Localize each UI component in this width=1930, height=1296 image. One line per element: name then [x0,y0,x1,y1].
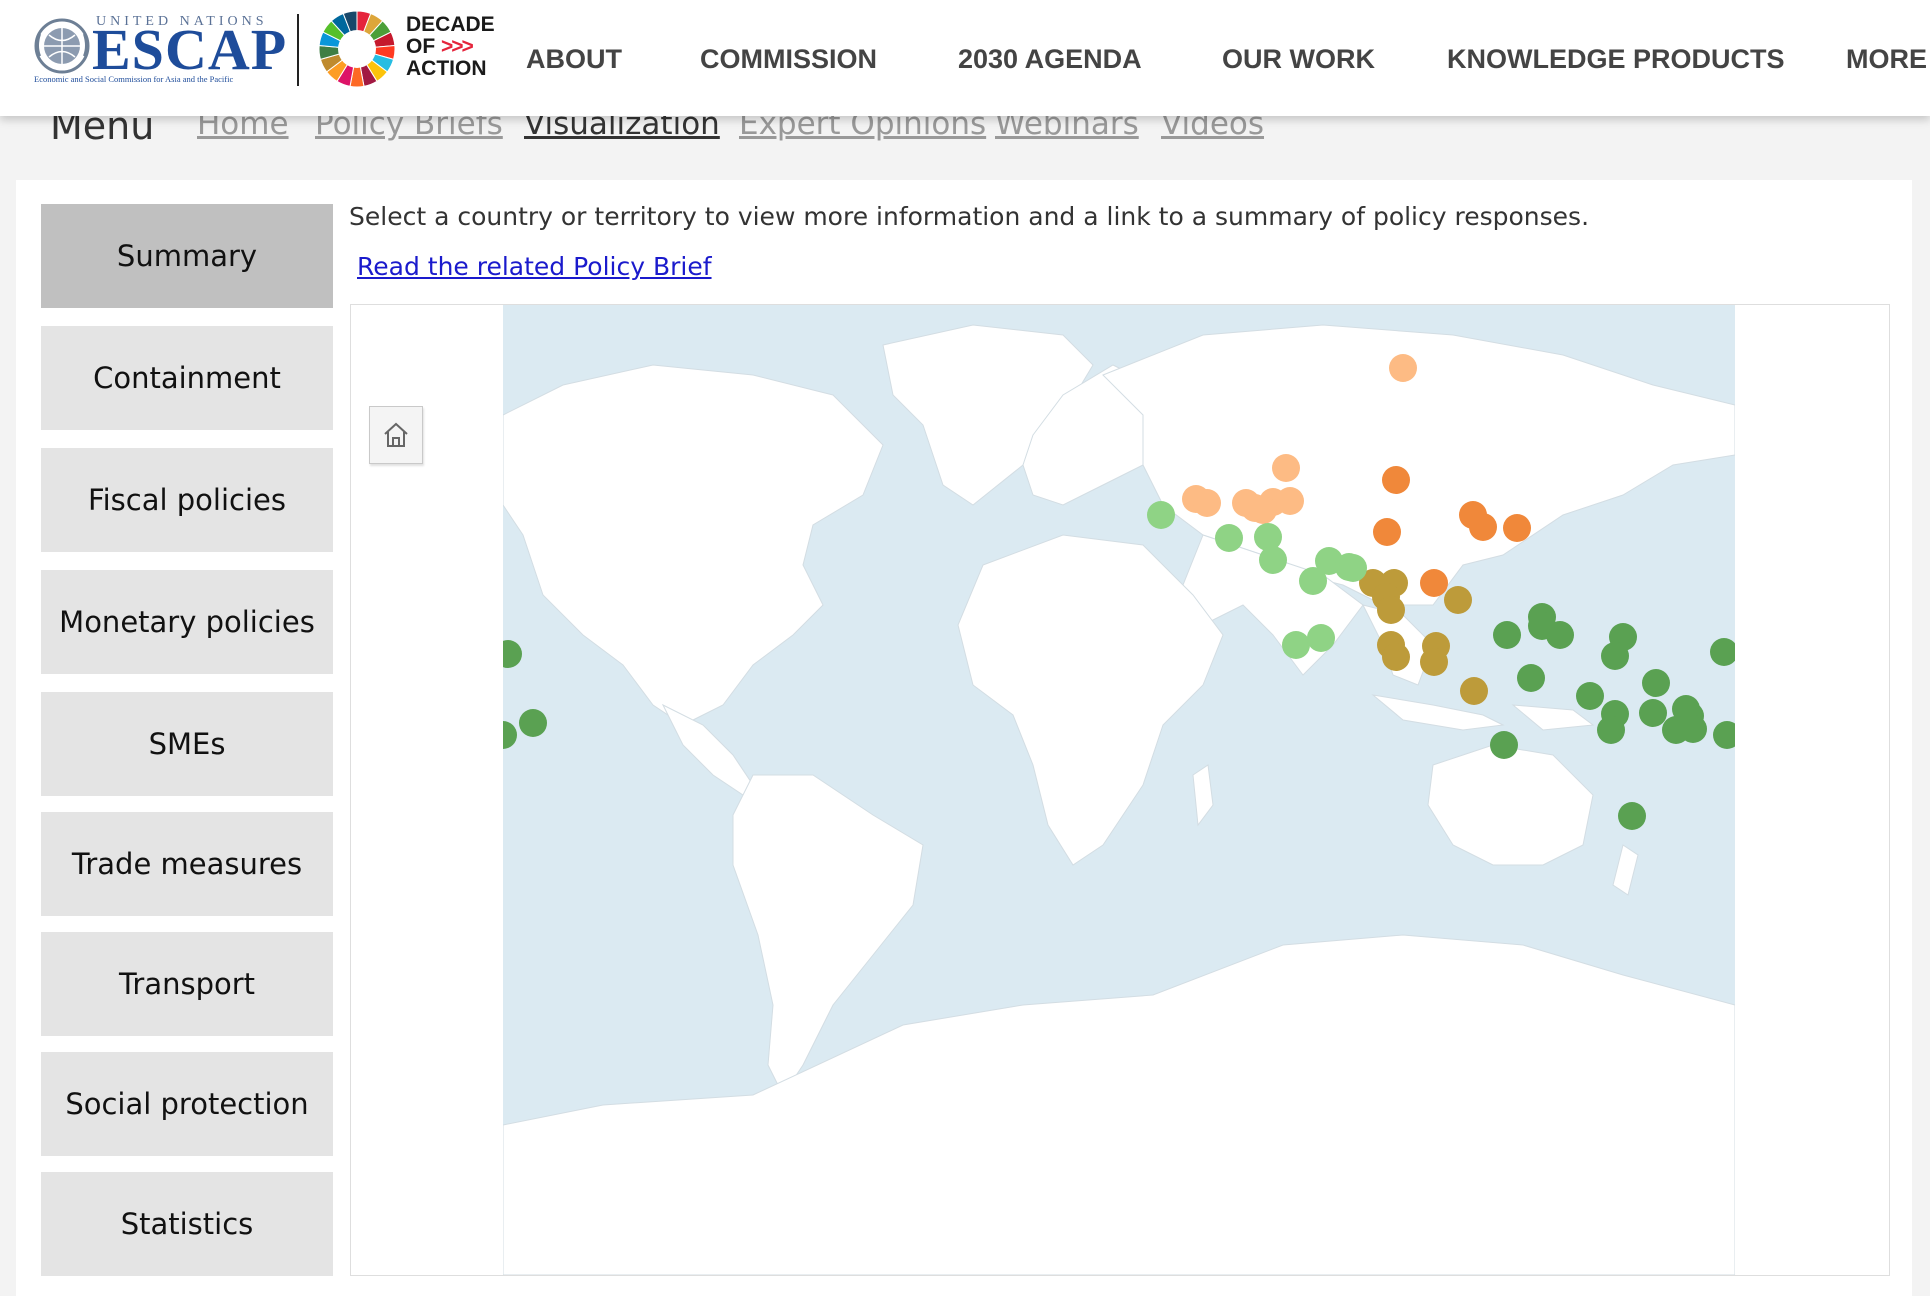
logo-divider [297,14,299,86]
country-marker-north-central-asia[interactable] [1276,487,1304,515]
decade-line-1: DECADE [406,13,495,36]
country-marker-east-northeast-asia[interactable] [1469,513,1497,541]
decade-chevrons: >>> [441,35,474,58]
nav-2030-agenda[interactable]: 2030 AGENDA [958,44,1142,74]
country-marker-pacific[interactable] [1639,699,1667,727]
policy-brief-link[interactable]: Read the related Policy Brief [357,252,712,281]
country-marker-southeast-asia[interactable] [1420,648,1448,676]
sidebar-item-containment[interactable]: Containment [41,326,333,430]
nav-knowledge-products[interactable]: KNOWLEDGE PRODUCTS [1447,44,1785,74]
org-top-label: UNITED NATIONS [96,14,268,29]
country-marker-pacific[interactable] [519,709,547,737]
sidebar-item-smes[interactable]: SMEs [41,692,333,796]
sidebar-item-summary[interactable]: Summary [41,204,333,308]
country-marker-east-northeast-asia[interactable] [1503,514,1531,542]
sidebar-item-social-protection[interactable]: Social protection [41,1052,333,1156]
country-marker-pacific[interactable] [1493,621,1521,649]
country-marker-pacific[interactable] [1710,638,1735,666]
landmass-madagascar [1192,764,1214,827]
country-marker-south-southwest-asia[interactable] [1215,524,1243,552]
country-marker-pacific[interactable] [1642,669,1670,697]
country-marker-south-southwest-asia[interactable] [1282,631,1310,659]
country-marker-east-northeast-asia[interactable] [1420,569,1448,597]
country-marker-pacific[interactable] [1601,642,1629,670]
sidebar-item-monetary-policies[interactable]: Monetary policies [41,570,333,674]
map-instruction-text: Select a country or territory to view mo… [349,202,1590,231]
country-marker-south-southwest-asia[interactable] [1299,567,1327,595]
country-marker-pacific[interactable] [1597,716,1625,744]
country-marker-south-southwest-asia[interactable] [1339,554,1367,582]
country-marker-east-northeast-asia[interactable] [1373,518,1401,546]
landmass-new-zealand [1612,844,1639,896]
country-marker-pacific[interactable] [1546,621,1574,649]
landmass-indonesia [1371,694,1505,731]
site-header: UNITED NATIONS ESCAP Economic and Social… [0,0,1930,116]
sidebar-item-statistics[interactable]: Statistics [41,1172,333,1276]
decade-line-2: OF [406,35,436,58]
country-marker-southeast-asia[interactable] [1382,643,1410,671]
country-marker-pacific[interactable] [503,640,522,668]
country-marker-north-central-asia[interactable] [1389,354,1417,382]
home-icon [384,422,408,447]
escap-logo-text[interactable]: ESCAP [92,17,288,82]
country-marker-southeast-asia[interactable] [1377,596,1405,624]
country-marker-pacific[interactable] [1679,715,1707,743]
country-marker-pacific[interactable] [503,721,517,749]
country-marker-east-northeast-asia[interactable] [1382,466,1410,494]
country-marker-south-southwest-asia[interactable] [1307,624,1335,652]
country-marker-southeast-asia[interactable] [1460,677,1488,705]
decade-line-3: ACTION [406,57,487,80]
country-marker-south-southwest-asia[interactable] [1259,546,1287,574]
map-home-button[interactable] [369,406,423,464]
landmass-south-america [732,774,924,1096]
country-marker-south-southwest-asia[interactable] [1254,523,1282,551]
country-marker-pacific[interactable] [1517,664,1545,692]
country-marker-southeast-asia[interactable] [1444,586,1472,614]
world-map[interactable] [503,305,1735,1275]
country-marker-pacific[interactable] [1713,721,1735,749]
nav-more[interactable]: MORE [1846,44,1927,74]
landmass-north-america [503,364,884,726]
country-marker-south-southwest-asia[interactable] [1147,501,1175,529]
country-dots[interactable] [503,354,1735,830]
un-emblem-icon [34,18,90,74]
nav-our-work[interactable]: OUR WORK [1222,44,1375,74]
sidebar-item-transport[interactable]: Transport [41,932,333,1036]
country-marker-pacific[interactable] [1618,802,1646,830]
sidebar-item-trade-measures[interactable]: Trade measures [41,812,333,916]
country-marker-pacific[interactable] [1576,682,1604,710]
nav-commission[interactable]: COMMISSION [700,44,878,74]
nav-about[interactable]: ABOUT [526,44,622,74]
country-marker-north-central-asia[interactable] [1193,489,1221,517]
sdg-wheel-icon [318,10,396,88]
country-marker-pacific[interactable] [1490,731,1518,759]
landmass-australia [1427,744,1594,866]
landmass-africa [957,534,1224,866]
country-marker-north-central-asia[interactable] [1249,496,1277,524]
escap-full-name: Economic and Social Commission for Asia … [34,74,234,84]
country-marker-north-central-asia[interactable] [1272,454,1300,482]
sidebar-item-fiscal-policies[interactable]: Fiscal policies [41,448,333,552]
landmass-antarctica [503,934,1735,1275]
decade-of-action-logo[interactable]: DECADE OF >>> ACTION [406,14,495,80]
landmass-new-guinea [1511,704,1595,731]
